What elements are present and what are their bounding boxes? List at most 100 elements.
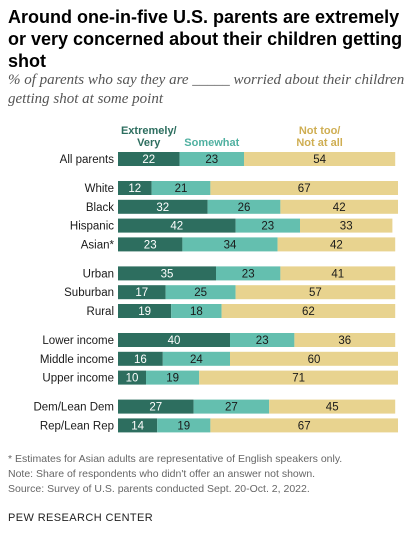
data-label-not-too: 62 [302, 306, 315, 318]
data-label-not-too: 33 [340, 221, 353, 233]
bar-not-too [235, 285, 396, 300]
data-label-somewhat: 26 [238, 202, 251, 214]
data-label-somewhat: 21 [175, 183, 188, 195]
data-label-extremely-very: 12 [128, 183, 141, 195]
bar-somewhat [216, 266, 281, 281]
bar-not-too [230, 351, 398, 366]
data-label-extremely-very: 16 [134, 354, 147, 366]
bar-extremely-very [118, 181, 152, 195]
category-label: Rural [87, 306, 114, 318]
bar-extremely-very [118, 199, 208, 214]
bar-somewhat [151, 181, 211, 195]
bar-extremely-very [118, 351, 163, 366]
data-label-not-too: 57 [309, 287, 322, 299]
bar-somewhat [207, 199, 281, 214]
bar-not-too [300, 218, 393, 233]
data-label-not-too: 71 [292, 373, 305, 385]
data-label-extremely-very: 42 [170, 221, 183, 233]
data-label-not-too: 42 [330, 239, 343, 251]
legend-label-somewhat: Somewhat [184, 137, 239, 149]
category-label: Asian* [81, 239, 115, 251]
chart-subtitle: % of parents who say they are _____ worr… [8, 72, 405, 107]
data-label-extremely-very: 35 [161, 268, 174, 280]
category-label: Suburban [64, 287, 114, 299]
data-label-not-too: 36 [338, 335, 351, 347]
legend-label-not-too: Not too/ [299, 125, 341, 137]
bar-extremely-very [118, 333, 230, 347]
stacked-bar-chart: Extremely/Very Somewhat Not too/Not at all… [33, 125, 398, 433]
bar-extremely-very [118, 418, 158, 433]
bar-somewhat [165, 285, 236, 300]
data-label-extremely-very: 23 [144, 239, 157, 251]
bar-not-too [244, 152, 396, 166]
bar-extremely-very [118, 285, 166, 300]
bars: All parents 22 23 54 White 12 21 67 Black 32 26 42 H… [33, 152, 398, 433]
category-label: Black [86, 202, 114, 214]
bar-somewhat [179, 152, 244, 166]
category-label: All parents [60, 154, 115, 166]
data-label-somewhat: 27 [225, 402, 238, 414]
data-label-extremely-very: 19 [138, 306, 151, 318]
category-label: White [85, 183, 114, 195]
category-label: Dem/Lean Dem [33, 402, 114, 414]
organization-name: PEW RESEARCH CENTER [8, 512, 154, 524]
legend-label-not-too-line2: Not at all [296, 137, 342, 149]
data-label-extremely-very: 32 [156, 202, 169, 214]
bar-somewhat [235, 218, 300, 233]
asian-note: * Estimates for Asian adults are represe… [8, 453, 343, 465]
data-label-not-too: 54 [313, 154, 326, 166]
data-label-somewhat: 23 [242, 268, 255, 280]
bar-not-too [280, 199, 398, 214]
bar-somewhat [146, 370, 200, 385]
bar-not-too [199, 370, 398, 385]
data-label-somewhat: 23 [205, 154, 218, 166]
bar-extremely-very [118, 237, 183, 252]
data-label-somewhat: 34 [224, 239, 237, 251]
source-note: Source: Survey of U.S. parents conducted… [8, 483, 310, 495]
category-label: Upper income [42, 373, 114, 385]
data-label-not-too: 60 [308, 354, 321, 366]
data-label-somewhat: 19 [166, 373, 179, 385]
data-label-extremely-very: 10 [126, 373, 139, 385]
data-label-not-too: 45 [326, 402, 339, 414]
category-label: Rep/Lean Rep [40, 420, 114, 432]
data-label-somewhat: 19 [177, 420, 190, 432]
bar-extremely-very [118, 304, 172, 318]
bar-not-too [210, 181, 398, 195]
bar-somewhat [162, 351, 230, 366]
data-label-somewhat: 24 [190, 354, 203, 366]
category-label: Lower income [42, 335, 114, 347]
data-label-not-too: 42 [333, 202, 346, 214]
bar-somewhat [157, 418, 211, 433]
data-label-not-too: 67 [298, 183, 311, 195]
bar-somewhat [230, 333, 295, 347]
bar-not-too [210, 418, 398, 433]
bar-somewhat [171, 304, 222, 318]
bar-not-too [269, 399, 396, 414]
data-label-not-too: 41 [331, 268, 344, 280]
bar-not-too [294, 333, 396, 347]
bar-somewhat [182, 237, 278, 252]
bar-extremely-very [118, 218, 236, 233]
data-label-somewhat: 23 [261, 221, 274, 233]
data-label-somewhat: 18 [190, 306, 203, 318]
data-label-somewhat: 23 [256, 335, 269, 347]
bar-not-too [221, 304, 396, 318]
data-label-somewhat: 25 [194, 287, 207, 299]
bar-extremely-very [118, 266, 216, 281]
legend-label-extremely-very-line2: Very [137, 137, 161, 149]
bar-not-too [280, 266, 396, 281]
bar-extremely-very [118, 399, 194, 414]
data-label-extremely-very: 27 [149, 402, 162, 414]
bar-extremely-very [118, 370, 146, 385]
chart-notes: * Estimates for Asian adults are represe… [8, 452, 413, 497]
bar-somewhat [193, 399, 270, 414]
data-label-extremely-very: 40 [168, 335, 181, 347]
bar-not-too [277, 237, 396, 252]
category-label: Urban [83, 268, 114, 280]
data-label-extremely-very: 17 [135, 287, 148, 299]
data-label-not-too: 67 [298, 420, 311, 432]
answer-note: Note: Share of respondents who didn't of… [8, 468, 316, 480]
category-label: Hispanic [70, 221, 114, 233]
legend-label-extremely-very: Extremely/ [121, 125, 177, 137]
